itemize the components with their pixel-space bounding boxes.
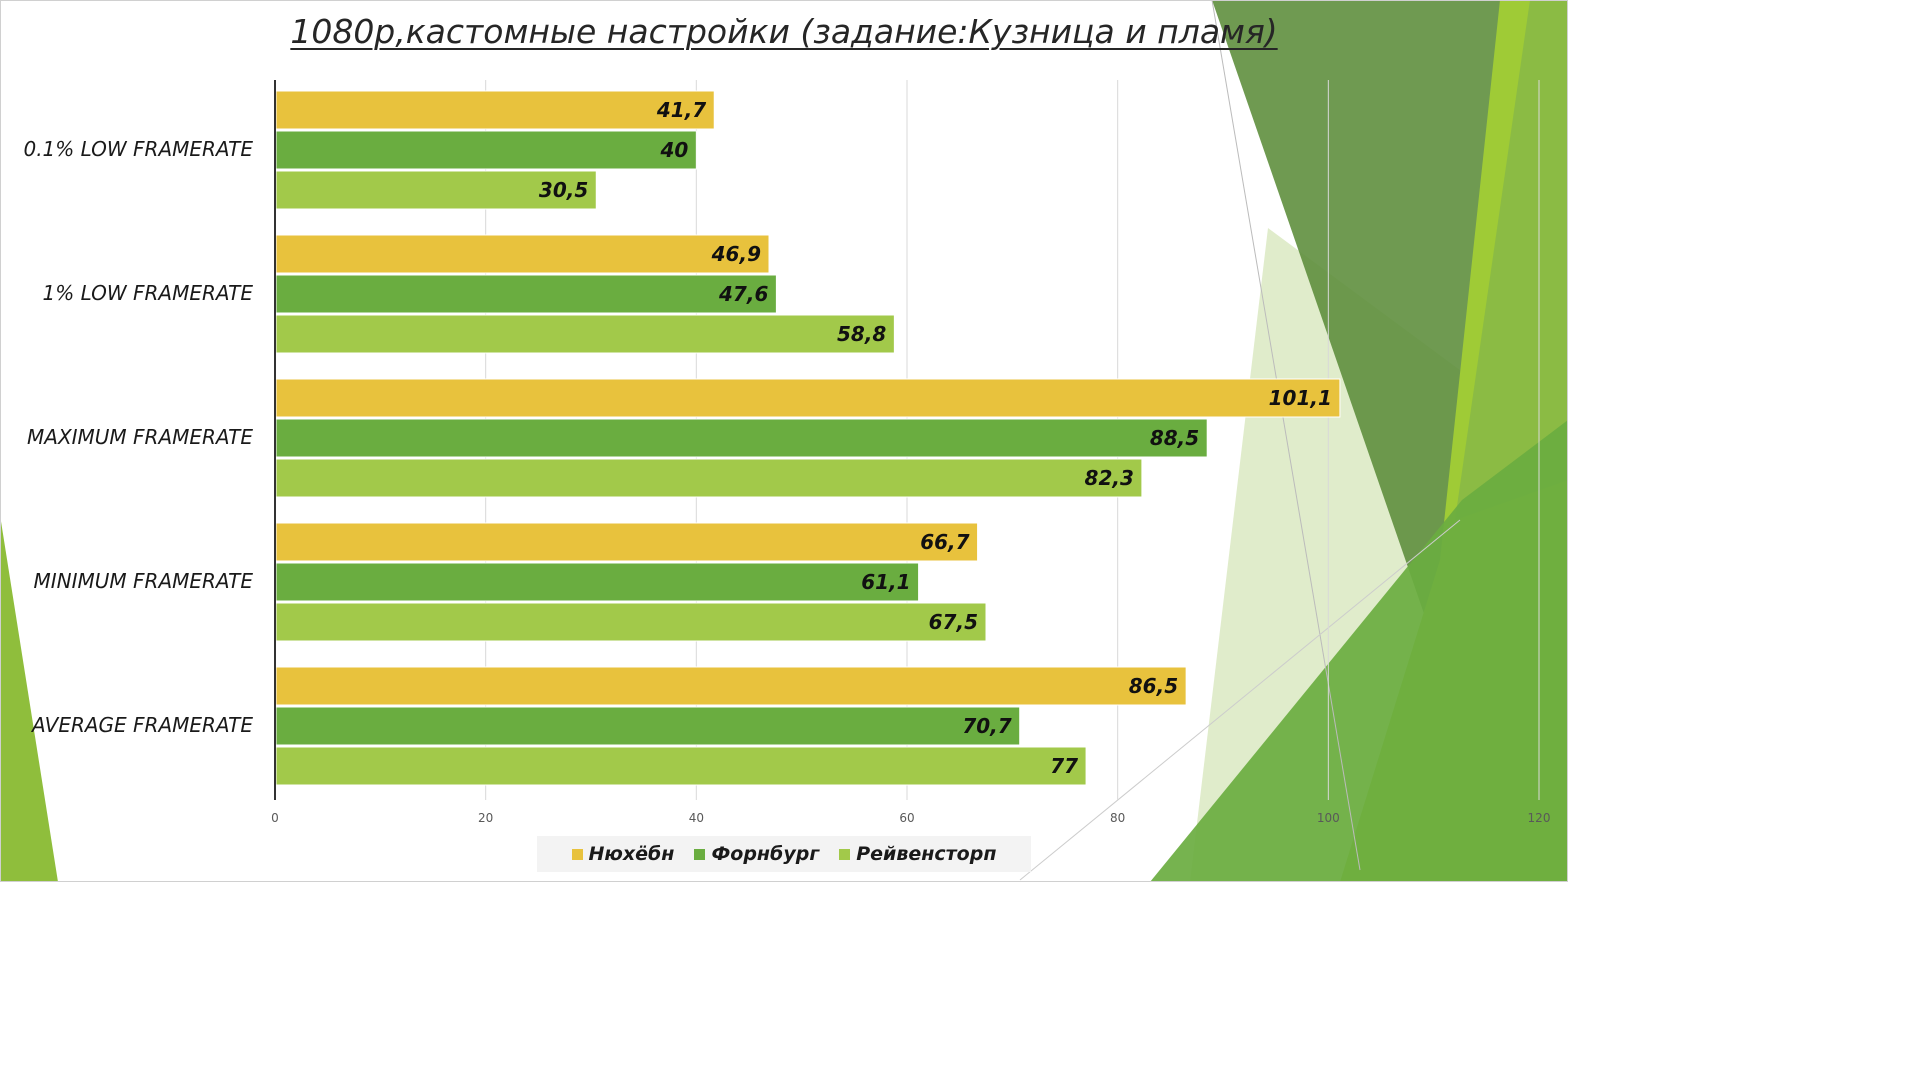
bar: [275, 378, 1341, 418]
legend: Нюхёбн Форнбург Рейвенсторп: [537, 836, 1031, 872]
bar: [275, 746, 1087, 786]
deco-line-2: [1019, 519, 1461, 881]
data-label: 66,7: [920, 530, 969, 554]
bar-labels: 41,7 40 30,5 46,9 47,6 58,8 101,1 88,5 82,3 66,7 6…: [539, 98, 1332, 778]
legend-swatch: [839, 848, 851, 860]
bars: [275, 90, 1341, 786]
bar: [275, 522, 979, 562]
legend-label: Нюхёбн: [588, 843, 675, 865]
x-tick-label: 40: [689, 811, 704, 825]
bar: [275, 234, 770, 274]
data-label: 70,7: [962, 714, 1011, 738]
data-label: 82,3: [1085, 466, 1134, 490]
category-label: MINIMUM FRAMERATE: [33, 569, 253, 593]
data-label: 41,7: [656, 98, 706, 122]
legend-swatch: [571, 848, 583, 860]
bar: [275, 458, 1143, 498]
chart-title: 1080p,кастомные настройки (задание:Кузни…: [290, 12, 1278, 51]
deco-mid-triangle: [1455, 0, 1568, 520]
deco-bottom-triangle: [1150, 420, 1568, 882]
data-label: 47,6: [718, 282, 768, 306]
data-label: 40: [659, 138, 688, 162]
data-label: 46,9: [711, 242, 761, 266]
bar: [275, 314, 895, 354]
x-axis-ticks: 0 20 40 60 80 100 120: [271, 811, 1550, 825]
data-label: 30,5: [539, 178, 588, 202]
x-tick-label: 100: [1317, 811, 1340, 825]
decorative-background: [0, 0, 1568, 882]
category-label: 1% LOW FRAMERATE: [42, 281, 253, 305]
bar: [275, 418, 1208, 458]
category-label: AVERAGE FRAMERATE: [31, 713, 253, 737]
x-tick-label: 120: [1528, 811, 1551, 825]
bar: [275, 706, 1021, 746]
bar: [275, 602, 987, 642]
legend-item: Рейвенсторп: [839, 843, 996, 865]
data-label: 67,5: [929, 610, 978, 634]
deco-line-1: [1211, 0, 1361, 871]
bar: [275, 562, 920, 602]
category-label: 0.1% LOW FRAMERATE: [23, 137, 253, 161]
legend-item: Форнбург: [694, 843, 819, 865]
bar: [275, 90, 715, 130]
chart-canvas: 41,7 40 30,5 46,9 47,6 58,8 101,1 88,5 82,3 66,7 6…: [0, 0, 1568, 882]
chart-border: [0, 0, 1568, 882]
bar: [275, 130, 697, 170]
x-tick-label: 20: [478, 811, 493, 825]
x-tick-label: 0: [271, 811, 279, 825]
legend-swatch: [694, 848, 706, 860]
bar: [275, 274, 777, 314]
legend-label: Рейвенсторп: [856, 843, 997, 865]
data-label: 101,1: [1269, 386, 1332, 410]
data-label: 86,5: [1129, 674, 1178, 698]
data-label: 58,8: [837, 322, 886, 346]
legend-item: Нюхёбн: [571, 843, 675, 865]
legend-label: Форнбург: [711, 843, 820, 865]
x-tick-label: 60: [899, 811, 914, 825]
data-label: 61,1: [861, 570, 910, 594]
bar: [275, 666, 1187, 706]
bar: [275, 170, 597, 210]
x-tick-label: 80: [1110, 811, 1125, 825]
category-label: MAXIMUM FRAMERATE: [27, 425, 253, 449]
deco-left-triangle: [0, 515, 58, 882]
data-label: 77: [1050, 754, 1078, 778]
data-label: 88,5: [1150, 426, 1199, 450]
